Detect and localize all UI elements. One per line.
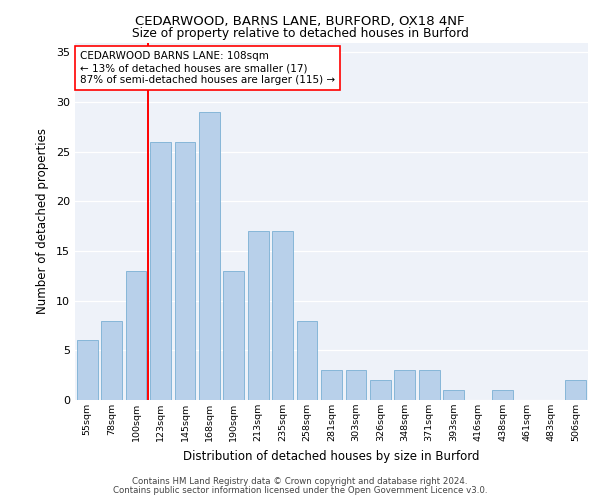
Bar bbox=[175, 142, 196, 400]
Text: Contains public sector information licensed under the Open Government Licence v3: Contains public sector information licen… bbox=[113, 486, 487, 495]
Bar bbox=[125, 271, 146, 400]
Text: Size of property relative to detached houses in Burford: Size of property relative to detached ho… bbox=[131, 28, 469, 40]
Bar bbox=[321, 370, 342, 400]
Text: CEDARWOOD BARNS LANE: 108sqm
← 13% of detached houses are smaller (17)
87% of se: CEDARWOOD BARNS LANE: 108sqm ← 13% of de… bbox=[80, 52, 335, 84]
Bar bbox=[394, 370, 415, 400]
Bar bbox=[419, 370, 440, 400]
Bar bbox=[101, 320, 122, 400]
Bar bbox=[443, 390, 464, 400]
Bar bbox=[346, 370, 367, 400]
Bar bbox=[248, 231, 269, 400]
Bar bbox=[199, 112, 220, 400]
Bar bbox=[272, 231, 293, 400]
Bar bbox=[565, 380, 586, 400]
Bar bbox=[296, 320, 317, 400]
Bar bbox=[223, 271, 244, 400]
X-axis label: Distribution of detached houses by size in Burford: Distribution of detached houses by size … bbox=[183, 450, 480, 462]
Bar bbox=[150, 142, 171, 400]
Bar bbox=[77, 340, 98, 400]
Y-axis label: Number of detached properties: Number of detached properties bbox=[36, 128, 49, 314]
Bar bbox=[492, 390, 513, 400]
Text: CEDARWOOD, BARNS LANE, BURFORD, OX18 4NF: CEDARWOOD, BARNS LANE, BURFORD, OX18 4NF bbox=[135, 15, 465, 28]
Text: Contains HM Land Registry data © Crown copyright and database right 2024.: Contains HM Land Registry data © Crown c… bbox=[132, 477, 468, 486]
Bar bbox=[370, 380, 391, 400]
